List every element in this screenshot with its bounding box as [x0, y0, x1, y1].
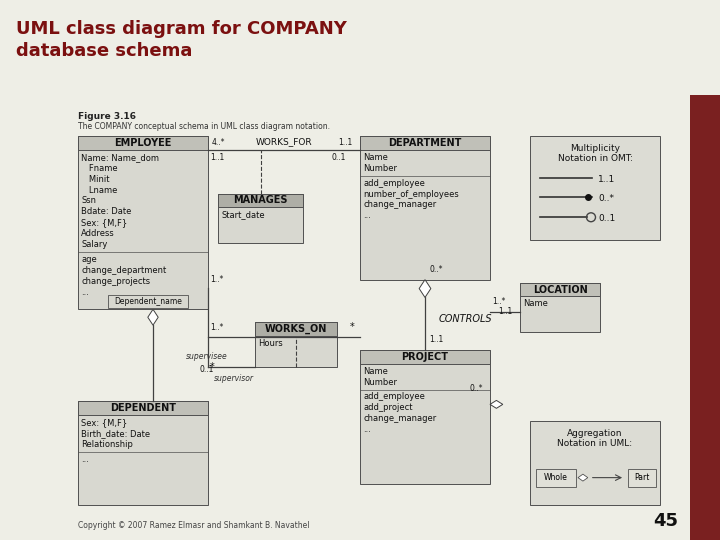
Text: Ssn: Ssn: [81, 197, 96, 206]
Text: MANAGES: MANAGES: [233, 195, 288, 205]
Bar: [78, 136, 208, 150]
Polygon shape: [578, 474, 588, 481]
Bar: [360, 136, 490, 280]
Bar: [360, 136, 490, 150]
Text: 0..1: 0..1: [598, 214, 616, 223]
Text: Dependent_name: Dependent_name: [114, 298, 182, 306]
Text: ...: ...: [363, 425, 371, 434]
Bar: [255, 322, 337, 367]
Text: Sex: {M,F}: Sex: {M,F}: [81, 218, 127, 227]
Text: Name: Name: [363, 153, 388, 162]
Bar: [530, 421, 660, 505]
Text: 1..1: 1..1: [338, 138, 352, 147]
Text: DEPARTMENT: DEPARTMENT: [388, 138, 462, 148]
Text: CONTROLS: CONTROLS: [439, 314, 492, 324]
Text: Bdate: Date: Bdate: Date: [81, 207, 131, 217]
Bar: [530, 136, 660, 240]
Text: Number: Number: [363, 164, 397, 173]
Text: change_projects: change_projects: [81, 276, 150, 286]
Text: Sex: {M,F}: Sex: {M,F}: [81, 418, 127, 427]
Bar: [78, 401, 208, 505]
Text: add_employee: add_employee: [363, 179, 425, 187]
Text: 1..1: 1..1: [429, 335, 444, 344]
Text: Whole: Whole: [544, 473, 568, 482]
Text: WORKS_FOR: WORKS_FOR: [256, 137, 312, 146]
Text: Name: Name: [363, 367, 388, 376]
Text: 0..1: 0..1: [332, 153, 346, 162]
Bar: [520, 282, 600, 296]
Text: EMPLOYEE: EMPLOYEE: [114, 138, 171, 148]
Text: Figure 3.16: Figure 3.16: [78, 112, 136, 122]
Text: Salary: Salary: [81, 240, 107, 249]
Text: number_of_employees: number_of_employees: [363, 190, 459, 199]
Bar: [218, 193, 303, 243]
Text: 0..1: 0..1: [200, 364, 215, 374]
Text: 4..*: 4..*: [212, 138, 225, 147]
Text: WORKS_ON: WORKS_ON: [265, 324, 327, 334]
Text: Name: Name: [523, 299, 548, 308]
Text: add_employee: add_employee: [363, 393, 425, 402]
Text: 45: 45: [653, 512, 678, 530]
Text: supervisee: supervisee: [186, 352, 228, 361]
Text: 1..*: 1..*: [210, 275, 223, 284]
Text: 1..1: 1..1: [498, 307, 512, 316]
Text: Multiplicity: Multiplicity: [570, 144, 620, 153]
Bar: [255, 322, 337, 336]
Bar: [218, 193, 303, 207]
Text: Copyright © 2007 Ramez Elmasr and Shamkant B. Navathel: Copyright © 2007 Ramez Elmasr and Shamka…: [78, 521, 310, 530]
Text: PROJECT: PROJECT: [402, 352, 449, 362]
Bar: [360, 350, 490, 484]
Bar: [78, 401, 208, 415]
Text: Aggregation: Aggregation: [567, 429, 623, 438]
Text: Address: Address: [81, 229, 114, 238]
Bar: [690, 94, 720, 540]
Bar: [78, 136, 208, 309]
Text: supervisor: supervisor: [214, 374, 254, 383]
Text: Part: Part: [634, 473, 649, 482]
Text: ...: ...: [363, 211, 371, 220]
Text: Birth_date: Date: Birth_date: Date: [81, 429, 150, 438]
Text: change_manager: change_manager: [363, 414, 436, 423]
Text: Minit: Minit: [81, 175, 109, 184]
Text: 0..*: 0..*: [598, 194, 614, 204]
Polygon shape: [490, 401, 503, 408]
Text: 1..*: 1..*: [210, 323, 223, 332]
Text: change_department: change_department: [81, 266, 166, 275]
Text: DEPENDENT: DEPENDENT: [110, 403, 176, 413]
Text: Start_date: Start_date: [221, 210, 265, 219]
Bar: [360, 350, 490, 364]
Text: ...: ...: [81, 287, 89, 296]
Text: Fname: Fname: [81, 164, 117, 173]
Text: Notation in OMT:: Notation in OMT:: [557, 154, 632, 163]
Text: Lname: Lname: [81, 186, 117, 194]
Text: age: age: [81, 255, 96, 264]
Text: Relationship: Relationship: [81, 440, 133, 449]
Bar: [108, 295, 188, 308]
Text: 1..*: 1..*: [492, 298, 505, 306]
Text: *: *: [350, 322, 355, 332]
Text: The COMPANY conceptual schema in UML class diagram notation.: The COMPANY conceptual schema in UML cla…: [78, 122, 330, 131]
Polygon shape: [148, 309, 158, 325]
Text: add_project: add_project: [363, 403, 413, 413]
Text: Hours: Hours: [258, 339, 283, 348]
Text: Name: Name_dom: Name: Name_dom: [81, 153, 159, 162]
Text: Notation in UML:: Notation in UML:: [557, 439, 633, 448]
Text: LOCATION: LOCATION: [533, 285, 588, 294]
Text: Number: Number: [363, 377, 397, 387]
Bar: [520, 282, 600, 332]
Text: UML class diagram for COMPANY
database schema: UML class diagram for COMPANY database s…: [16, 19, 347, 60]
Text: change_manager: change_manager: [363, 200, 436, 210]
Polygon shape: [419, 280, 431, 298]
Bar: [628, 469, 656, 487]
Text: *: *: [210, 362, 215, 372]
Text: 0..*: 0..*: [429, 265, 443, 274]
Bar: [536, 469, 576, 487]
Text: 1..1: 1..1: [210, 153, 224, 162]
Text: ...: ...: [81, 455, 89, 464]
Text: 1..1: 1..1: [598, 175, 616, 184]
Text: 0..*: 0..*: [470, 383, 484, 393]
